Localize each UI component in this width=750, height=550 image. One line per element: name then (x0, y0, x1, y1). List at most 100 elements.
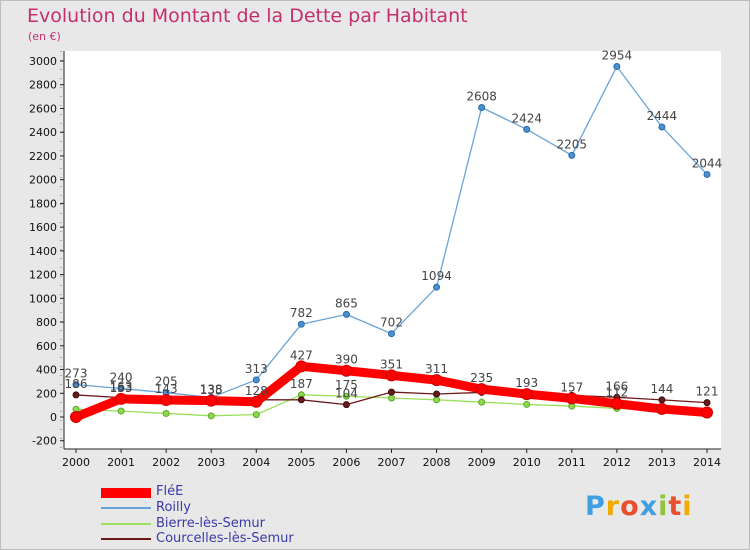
proxiti-logo: Proxiti (585, 491, 693, 522)
data-point-2 (433, 396, 441, 404)
data-label: 157 (560, 380, 583, 394)
data-point-0 (385, 369, 398, 382)
data-label: 427 (290, 348, 313, 362)
y-tick-label: 1400 (29, 245, 57, 258)
data-point-0 (701, 406, 713, 419)
x-tick-label: 2002 (152, 456, 180, 469)
legend-label-roilly: Roilly (156, 500, 191, 515)
data-label: 313 (245, 362, 268, 376)
data-point-0 (295, 360, 308, 373)
data-point-1 (478, 104, 486, 112)
data-label: 2444 (647, 109, 678, 123)
y-tick-label: 2000 (29, 174, 57, 187)
data-point-0 (340, 364, 353, 377)
data-label: 175 (335, 378, 358, 392)
y-tick-label: 1000 (29, 292, 57, 305)
x-tick-label: 2014 (693, 456, 721, 469)
x-tick-label: 2012 (603, 456, 631, 469)
data-label: 2954 (602, 48, 633, 62)
y-tick-label: 2200 (29, 150, 57, 163)
legend-swatch-courcelles (101, 538, 151, 540)
x-tick-label: 2005 (287, 456, 315, 469)
data-label: 390 (335, 353, 358, 367)
data-point-0 (115, 392, 128, 405)
chart-subtitle: (en €) (28, 30, 61, 43)
logo-letter: t (668, 491, 683, 522)
data-label: 2205 (557, 137, 588, 151)
legend-label-courcelles: Courcelles-lès-Semur (156, 531, 294, 546)
data-label: 782 (290, 306, 313, 320)
y-tick-label: 1200 (29, 269, 57, 282)
x-tick-label: 2001 (107, 456, 135, 469)
data-label: 2044 (692, 156, 723, 170)
data-point-3 (297, 396, 305, 404)
x-tick-label: 2006 (332, 456, 360, 469)
data-point-1 (703, 170, 711, 178)
data-point-1 (658, 123, 666, 131)
y-tick-label: 1800 (29, 197, 57, 210)
x-tick-label: 2011 (558, 456, 586, 469)
legend-swatch-roilly (101, 507, 151, 509)
x-tick-label: 2008 (423, 456, 451, 469)
x-tick-label: 2003 (197, 456, 225, 469)
data-label: 193 (515, 376, 538, 390)
legend-swatch-flee (101, 488, 151, 498)
data-point-1 (72, 381, 80, 389)
data-point-1 (342, 310, 350, 318)
y-tick-label: 0 (50, 411, 57, 424)
logo-letter: i (658, 491, 669, 522)
data-label: 2424 (511, 111, 542, 125)
data-label: 186 (65, 377, 88, 391)
data-label: 166 (605, 379, 628, 393)
y-tick-label: 800 (36, 316, 57, 329)
data-point-0 (520, 388, 533, 401)
data-label: 205 (155, 375, 178, 389)
data-label: 128 (245, 384, 268, 398)
logo-letter: i (682, 491, 693, 522)
data-label: 1094 (421, 269, 452, 283)
data-point-1 (433, 283, 441, 291)
data-point-0 (475, 383, 488, 396)
data-point-3 (388, 388, 395, 396)
y-tick-label: 2800 (29, 79, 57, 92)
y-tick-label: 2400 (29, 126, 57, 139)
data-point-0 (160, 394, 173, 407)
data-label: 143 (155, 382, 178, 396)
legend-label-flee: FléE (156, 484, 184, 499)
data-label: 273 (65, 367, 88, 381)
data-point-0 (70, 411, 82, 423)
data-point-3 (342, 401, 350, 409)
data-point-2 (388, 394, 395, 402)
data-point-0 (250, 395, 263, 408)
plot-area (64, 51, 721, 449)
data-label: 235 (470, 371, 493, 385)
data-point-2 (252, 411, 260, 419)
data-point-1 (388, 330, 395, 338)
x-tick-label: 2000 (62, 456, 90, 469)
data-point-1 (523, 125, 531, 133)
data-label: 121 (696, 385, 719, 399)
x-tick-label: 2007 (378, 456, 406, 469)
data-point-2 (207, 412, 215, 420)
logo-letter: x (639, 491, 659, 522)
data-point-3 (72, 391, 80, 399)
logo-letter: o (620, 491, 640, 522)
data-point-3 (703, 399, 711, 407)
logo-letter: r (605, 491, 621, 522)
y-tick-label: 3000 (29, 55, 57, 68)
data-point-0 (610, 397, 623, 410)
data-point-0 (205, 394, 218, 407)
data-point-3 (433, 390, 441, 398)
data-point-2 (478, 398, 486, 406)
data-label: 138 (200, 383, 223, 397)
data-label: 865 (335, 296, 358, 310)
data-label: 112 (605, 386, 628, 400)
data-point-1 (568, 151, 576, 159)
y-tick-label: -200 (32, 435, 57, 448)
y-tick-label: 400 (36, 364, 57, 377)
x-tick-label: 2013 (648, 456, 676, 469)
data-point-3 (658, 396, 666, 404)
data-label: 104 (335, 387, 358, 401)
